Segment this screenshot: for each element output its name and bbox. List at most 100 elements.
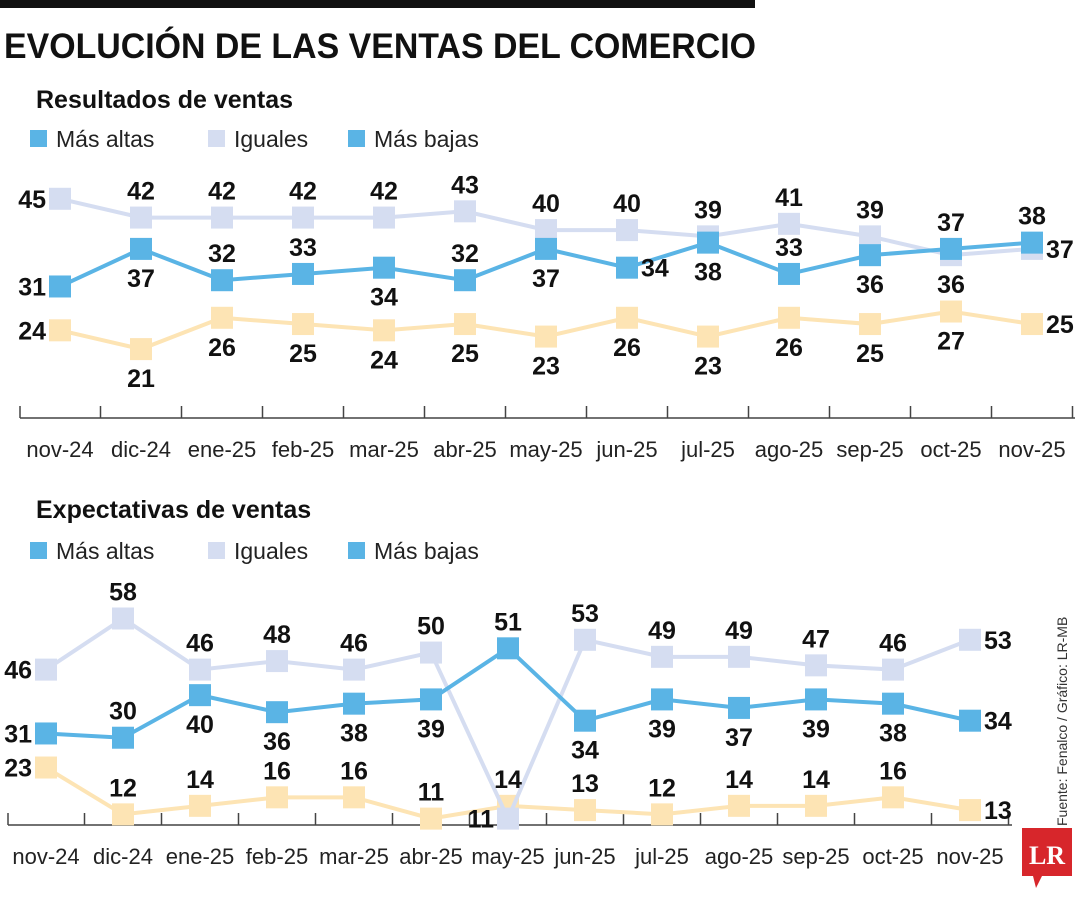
legend-label: Iguales xyxy=(234,538,308,564)
data-label: 42 xyxy=(289,178,317,206)
data-point xyxy=(959,799,981,822)
data-point xyxy=(266,786,288,809)
data-point xyxy=(535,325,557,348)
data-label: 11 xyxy=(468,806,495,834)
svg-text:LR: LR xyxy=(1029,841,1065,870)
data-label: 39 xyxy=(802,715,830,743)
data-point xyxy=(651,688,673,711)
data-label: 32 xyxy=(208,240,236,268)
data-label: 37 xyxy=(127,265,155,293)
data-point xyxy=(49,275,71,298)
data-point xyxy=(112,607,134,630)
data-label: 13 xyxy=(571,770,599,798)
data-label: 48 xyxy=(263,621,291,649)
data-point xyxy=(35,658,57,681)
data-label: 51 xyxy=(494,608,522,636)
data-label: 23 xyxy=(4,755,32,783)
data-point xyxy=(728,645,750,668)
legend-swatch xyxy=(348,542,365,559)
legend-label: Más altas xyxy=(56,126,154,152)
x-tick-label: may-25 xyxy=(509,437,582,462)
data-point xyxy=(959,709,981,732)
data-label: 38 xyxy=(1018,203,1046,231)
data-label: 14 xyxy=(725,766,753,794)
data-label: 41 xyxy=(775,184,803,212)
data-label: 43 xyxy=(451,171,479,199)
x-tick-label: dic-24 xyxy=(93,844,153,869)
x-tick-label: jun-25 xyxy=(553,844,615,869)
data-label: 16 xyxy=(263,757,291,785)
data-point xyxy=(805,688,827,711)
data-point xyxy=(882,786,904,809)
data-point xyxy=(859,244,881,267)
data-point xyxy=(343,658,365,681)
data-label: 25 xyxy=(451,340,479,368)
data-point xyxy=(651,803,673,826)
data-point xyxy=(940,237,962,260)
data-label: 53 xyxy=(571,600,599,628)
lr-logo: LR xyxy=(1022,828,1072,888)
data-point xyxy=(574,709,596,732)
data-point xyxy=(574,799,596,822)
chart-subtitle: Expectativas de ventas xyxy=(36,496,311,524)
data-label: 25 xyxy=(289,340,317,368)
data-point xyxy=(112,803,134,826)
data-point xyxy=(959,628,981,651)
data-point xyxy=(189,658,211,681)
x-tick-label: may-25 xyxy=(471,844,544,869)
data-point xyxy=(940,300,962,323)
data-label: 34 xyxy=(571,737,599,765)
data-label: 23 xyxy=(532,353,560,381)
x-tick-label: feb-25 xyxy=(272,437,334,462)
data-point xyxy=(616,256,638,279)
data-point xyxy=(343,692,365,715)
data-label: 42 xyxy=(127,178,155,206)
legend-swatch xyxy=(30,542,47,559)
data-label: 38 xyxy=(879,720,907,748)
data-label: 46 xyxy=(4,657,32,685)
data-point xyxy=(651,645,673,668)
x-tick-label: abr-25 xyxy=(399,844,463,869)
data-label: 24 xyxy=(370,346,398,374)
x-tick-label: feb-25 xyxy=(246,844,308,869)
data-label: 50 xyxy=(417,613,445,641)
data-label: 36 xyxy=(263,728,291,756)
x-tick-label: ene-25 xyxy=(188,437,257,462)
data-label: 45 xyxy=(18,186,46,214)
data-point xyxy=(35,722,57,745)
data-label: 46 xyxy=(879,630,907,658)
data-label: 13 xyxy=(984,797,1012,825)
data-point xyxy=(49,319,71,342)
data-label: 23 xyxy=(694,353,722,381)
legend-label: Más bajas xyxy=(374,126,479,152)
data-label: 42 xyxy=(370,178,398,206)
x-tick-label: nov-25 xyxy=(998,437,1065,462)
data-point xyxy=(35,756,57,779)
data-point xyxy=(805,794,827,817)
data-label: 26 xyxy=(775,334,803,362)
x-tick-label: oct-25 xyxy=(862,844,923,869)
data-point xyxy=(189,684,211,707)
x-tick-label: abr-25 xyxy=(433,437,497,462)
data-label: 14 xyxy=(186,766,214,794)
data-label: 37 xyxy=(532,265,560,293)
data-point xyxy=(778,212,800,235)
data-point xyxy=(211,269,233,292)
data-point xyxy=(778,262,800,285)
data-label: 37 xyxy=(937,209,965,237)
data-label: 40 xyxy=(532,190,560,218)
source-note: Fuente: Fenalco / Gráfico: LR-MB xyxy=(1054,617,1070,826)
legend-swatch xyxy=(30,130,47,147)
data-point xyxy=(574,628,596,651)
x-tick-label: mar-25 xyxy=(319,844,389,869)
chart-title: EVOLUCIÓN DE LAS VENTAS DEL COMERCIO xyxy=(4,26,756,66)
data-point xyxy=(697,231,719,254)
data-label: 26 xyxy=(613,334,641,362)
data-label: 11 xyxy=(418,779,445,807)
legend-swatch xyxy=(208,130,225,147)
data-label: 36 xyxy=(856,271,884,299)
data-point xyxy=(211,206,233,229)
data-point xyxy=(728,696,750,719)
x-tick-label: ago-25 xyxy=(755,437,824,462)
